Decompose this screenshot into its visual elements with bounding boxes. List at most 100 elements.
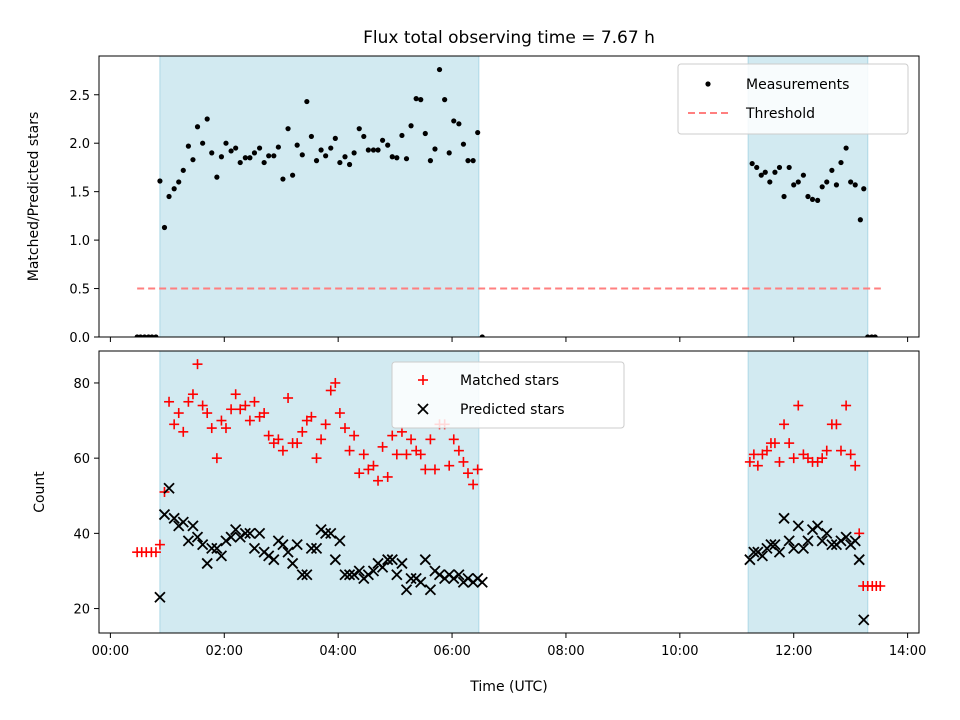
predicted-star-point [376, 561, 389, 573]
measurement-point [161, 224, 168, 231]
measurement-point [237, 159, 243, 166]
predicted-star-point [816, 535, 828, 547]
predicted-star-point [400, 584, 413, 596]
measurement-point [475, 129, 481, 136]
matched-star-point [391, 449, 402, 460]
predicted-star-point [792, 520, 804, 532]
predicted-star-point-b [305, 542, 318, 555]
plot-frame [98, 55, 920, 338]
measurement-point [361, 133, 367, 140]
predicted-star-point-b [220, 535, 232, 547]
matched-star-point [817, 453, 828, 464]
predicted-star-point [286, 557, 299, 570]
measurement-point [194, 124, 201, 130]
measurement-point [214, 174, 220, 180]
predicted-star-point-b [415, 576, 427, 588]
measurement-point [313, 158, 320, 164]
measurement-point [261, 159, 267, 166]
matched-star-point [429, 464, 440, 475]
measurement-point [328, 145, 334, 151]
predicted-star-point [849, 535, 861, 547]
measurement-point [266, 153, 272, 159]
matched-star-point [845, 449, 856, 460]
predicted-star-point [382, 554, 394, 566]
predicted-star-point-b [405, 572, 417, 585]
predicted-star-point-b [253, 527, 266, 539]
predicted-star-point-b [339, 569, 351, 581]
observing-window-shade [159, 56, 479, 337]
matched-star-point [875, 581, 886, 591]
measurement-point [843, 145, 849, 151]
y-axis-title: Matched/Predicted stars [26, 112, 42, 282]
predicted-star-point [201, 557, 213, 570]
matched-star-point [472, 464, 483, 475]
predicted-star-point [802, 535, 814, 547]
predicted-star-point-b [154, 591, 166, 603]
predicted-star-point [858, 614, 870, 626]
measurement-point [233, 145, 239, 151]
measurement-point [446, 150, 452, 156]
predicted-star-point [253, 527, 266, 539]
matched-star-point [150, 547, 161, 558]
predicted-star-point [476, 576, 488, 588]
measurement-point [171, 186, 177, 192]
legend-predicted-marker [417, 403, 429, 415]
predicted-star-point [325, 527, 337, 539]
y-tick-label: 2.0 [69, 137, 90, 152]
predicted-star-point [853, 554, 865, 566]
matched-star-point [187, 389, 198, 400]
matched-star-point [788, 453, 799, 464]
measurement-point [422, 130, 428, 137]
predicted-star-point-b [286, 557, 299, 570]
predicted-star-point [433, 569, 446, 581]
matched-star-point [340, 423, 350, 434]
measurement-point [294, 142, 300, 148]
predicted-star-point-b [462, 572, 474, 585]
measurement-point [786, 164, 792, 171]
predicted-star-point-b [334, 535, 346, 547]
measurement-point [209, 150, 215, 156]
observing-window-shade [748, 351, 868, 633]
predicted-star-point [788, 542, 800, 555]
legend-matched-label: Matched stars [460, 373, 559, 389]
predicted-star-point [462, 572, 474, 585]
predicted-star-point-b [177, 516, 189, 528]
matched-star-point [744, 456, 755, 467]
measurement-point [399, 132, 405, 139]
predicted-star-point [391, 569, 403, 581]
legend-predicted-marker-b [417, 403, 429, 415]
measurement-point [190, 157, 196, 163]
predicted-star-point-b [826, 539, 838, 551]
predicted-star-point [826, 539, 838, 551]
predicted-star-point-b [840, 531, 852, 543]
predicted-star-point-b [296, 569, 308, 581]
predicted-star-point [310, 542, 323, 555]
matched-star-point [841, 400, 852, 411]
measurement-point [389, 154, 395, 160]
predicted-star-point-b [778, 512, 790, 524]
predicted-star-point [268, 554, 280, 566]
y-tick-label: 0.0 [69, 331, 90, 346]
matched-star-point [850, 460, 861, 471]
measurement-point [385, 142, 391, 148]
measurement-point [251, 150, 258, 156]
measurement-point [815, 197, 821, 203]
predicted-star-point-b [821, 527, 833, 539]
matched-star-point [373, 475, 384, 486]
matched-star-point [748, 449, 759, 460]
predicted-star-point-b [248, 542, 261, 555]
predicted-star-point [840, 531, 852, 543]
predicted-star-point [320, 527, 332, 539]
predicted-star-point-b [769, 539, 781, 551]
matched-star-point [277, 445, 288, 456]
predicted-star-point [191, 531, 204, 543]
measurement-point [754, 164, 760, 171]
measurement-point [200, 140, 206, 146]
matched-star-point [363, 464, 374, 475]
matched-star-point [387, 430, 398, 441]
predicted-star-point-b [343, 569, 356, 581]
predicted-star-point [248, 542, 261, 555]
predicted-star-point-b [453, 569, 465, 581]
predicted-star-point [821, 527, 833, 539]
predicted-star-point [296, 569, 308, 581]
